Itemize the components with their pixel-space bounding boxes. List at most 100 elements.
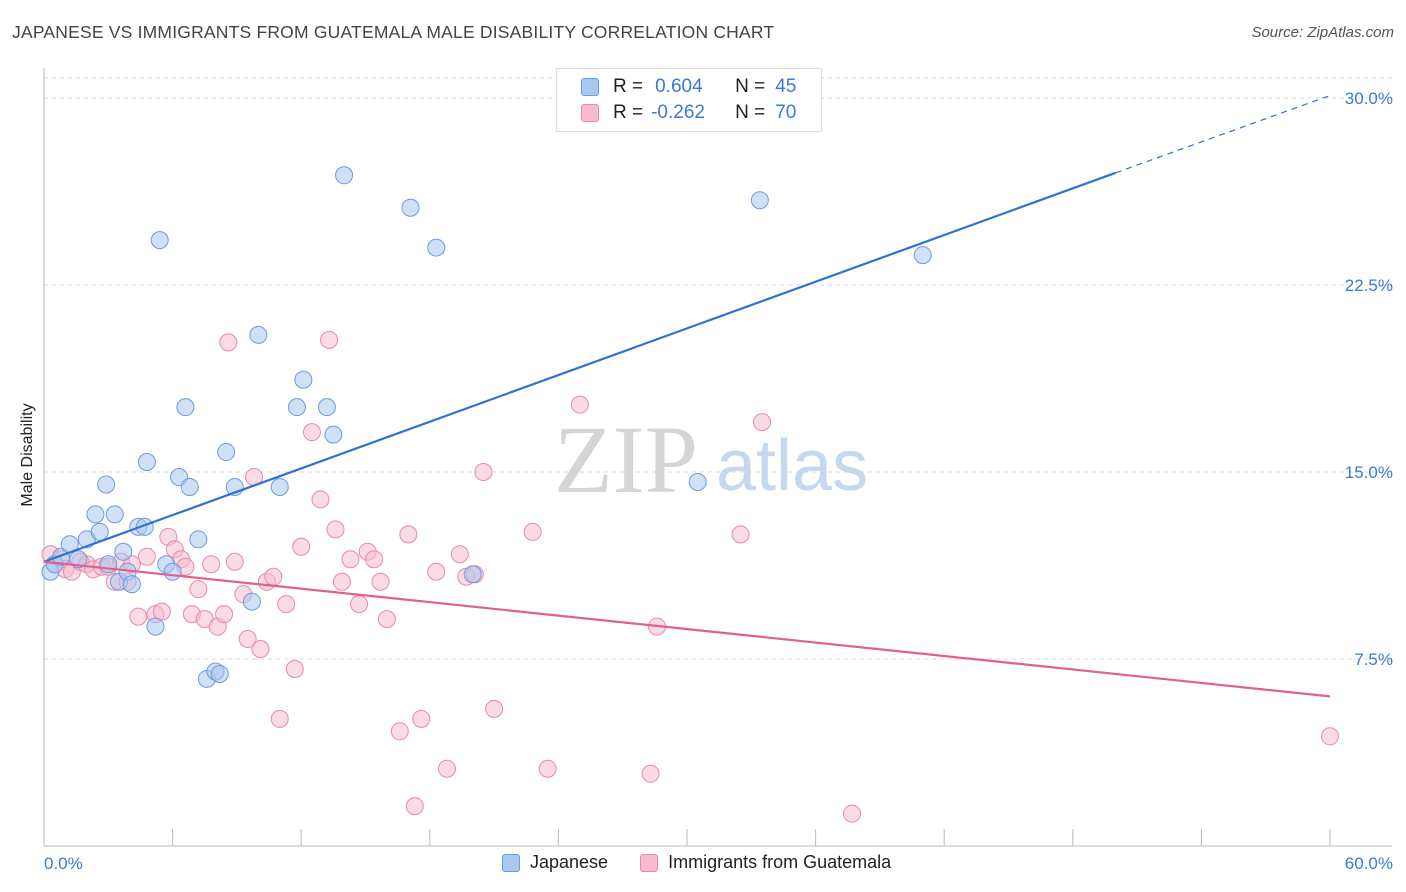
guatemala-point: [320, 330, 339, 349]
japanese-point: [122, 575, 141, 594]
japanese-point: [750, 191, 769, 210]
series-legend: Japanese Immigrants from Guatemala: [502, 852, 891, 873]
guatemala-point: [405, 797, 424, 816]
japanese-point: [90, 522, 109, 541]
guatemala-point: [302, 423, 321, 442]
japanese-point: [463, 565, 482, 584]
japanese-point: [180, 477, 199, 496]
guatemala-point: [390, 722, 409, 741]
japanese-point: [97, 475, 116, 494]
x-tick-label: 0.0%: [44, 854, 83, 873]
japanese-points: [41, 166, 932, 688]
tick-labels: 7.5% 15.0% 22.5% 30.0% 0.0% 60.0%: [44, 89, 1393, 873]
japanese-point: [176, 398, 195, 417]
guatemala-point: [371, 572, 390, 591]
guatemala-point: [264, 567, 283, 586]
japanese-point: [242, 592, 261, 611]
legend-r-value: -0.262: [651, 102, 705, 123]
japanese-point: [913, 246, 932, 265]
guatemala-point: [270, 709, 289, 728]
guatemala-point: [412, 709, 431, 728]
watermark-zip: ZIP: [554, 406, 698, 513]
legend-n-label: N =: [735, 76, 766, 97]
guatemala-point: [277, 595, 296, 614]
japanese-point: [317, 398, 336, 417]
legend-r-label: R =: [613, 76, 644, 97]
legend-swatch-japanese: [502, 853, 520, 872]
japanese-point: [210, 664, 229, 683]
x-tick-label: 60.0%: [1345, 854, 1393, 873]
legend-row-guatemala: R = -0.262 N = 70: [581, 101, 796, 125]
legend-r-label: R =: [613, 102, 644, 123]
guatemala-point: [399, 525, 418, 544]
watermark: ZIP atlas: [554, 406, 868, 513]
guatemala-point: [202, 555, 221, 574]
guatemala-point: [474, 463, 493, 481]
guatemala-point: [538, 759, 557, 778]
guatemala-point: [251, 640, 270, 659]
guatemala-point: [1321, 727, 1339, 746]
guatemala-point: [326, 520, 345, 539]
japanese-trendline-extension: [1115, 94, 1331, 174]
legend-label-guatemala: Immigrants from Guatemala: [668, 852, 892, 872]
guatemala-point: [219, 333, 238, 352]
legend-n-value: 45: [775, 76, 797, 97]
chart-title: JAPANESE VS IMMIGRANTS FROM GUATEMALA MA…: [12, 22, 775, 42]
guatemala-point: [523, 522, 542, 541]
correlation-legend: R = 0.604 N = 45 R = -0.262 N = 70: [556, 68, 822, 132]
guatemala-point: [152, 602, 171, 621]
japanese-point: [105, 505, 124, 524]
guatemala-point: [350, 595, 369, 614]
gridlines: [44, 77, 1392, 660]
guatemala-point: [215, 605, 234, 624]
guatemala-point: [843, 804, 862, 823]
guatemala-point: [292, 537, 311, 556]
guatemala-point: [341, 550, 360, 569]
watermark-atlas: atlas: [716, 426, 868, 506]
axes: [43, 68, 1392, 847]
y-axis-label: Male Disability: [19, 403, 36, 507]
guatemala-point: [427, 562, 446, 581]
japanese-point: [137, 453, 156, 472]
guatemala-point: [332, 572, 351, 591]
japanese-point: [324, 425, 343, 444]
japanese-point: [688, 472, 707, 491]
legend-label-japanese: Japanese: [530, 852, 609, 872]
japanese-point: [217, 443, 236, 462]
guatemala-point: [570, 395, 589, 414]
japanese-trendline: [43, 171, 1117, 563]
y-tick-label: 22.5%: [1345, 276, 1393, 295]
japanese-point: [86, 505, 105, 524]
guatemala-point: [311, 490, 330, 509]
guatemala-point: [129, 607, 148, 626]
guatemala-point: [137, 547, 156, 566]
guatemala-point: [437, 759, 456, 778]
y-tick-label: 30.0%: [1345, 89, 1393, 108]
legend-swatch-japanese: [581, 78, 599, 96]
guatemala-point: [731, 525, 750, 544]
guatemala-points: [41, 330, 1339, 823]
source-credit: Source: ZipAtlas.com: [1251, 24, 1394, 41]
japanese-point: [294, 370, 313, 389]
japanese-point: [163, 562, 182, 581]
guatemala-point: [285, 659, 304, 678]
guatemala-point: [238, 630, 257, 649]
guatemala-point: [450, 545, 469, 564]
legend-r-value: 0.604: [655, 76, 703, 97]
y-tick-label: 7.5%: [1354, 650, 1393, 669]
guatemala-trendline: [43, 560, 1331, 698]
japanese-point: [114, 542, 133, 561]
japanese-point: [335, 166, 354, 185]
guatemala-point: [189, 580, 208, 599]
legend-row-japanese: R = 0.604 N = 45: [581, 75, 796, 99]
guatemala-point: [485, 699, 504, 718]
japanese-point: [287, 398, 306, 417]
guatemala-point: [641, 764, 660, 783]
legend-n-label: N =: [735, 102, 766, 123]
japanese-point: [69, 550, 88, 569]
guatemala-point: [365, 550, 384, 569]
y-tick-label: 15.0%: [1345, 463, 1393, 482]
guatemala-point: [377, 610, 396, 629]
trendlines: [43, 94, 1331, 698]
